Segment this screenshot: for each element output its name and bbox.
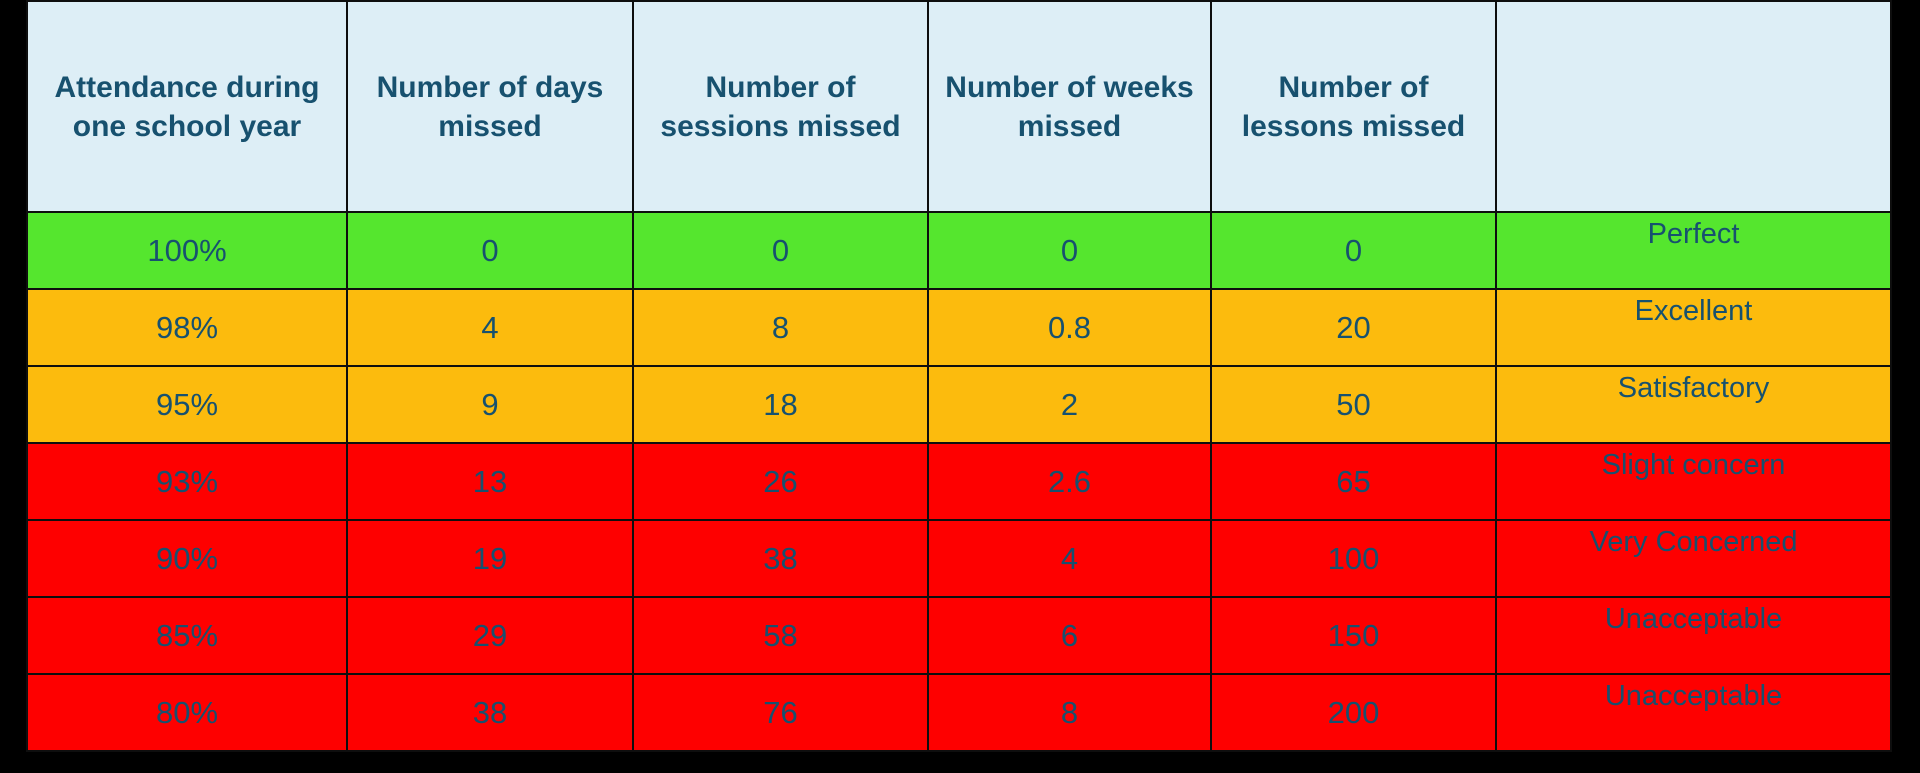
cell-attendance-percent: 80% (26, 673, 348, 752)
header-row: Attendance during one school year Number … (26, 0, 1892, 213)
table-row: 93% 13 26 2.6 65 Slight concern (26, 442, 1892, 521)
cell-attendance-percent: 95% (26, 365, 348, 444)
cell-rating-label: Unacceptable (1495, 596, 1892, 675)
column-header-2: Number of days missed (346, 0, 634, 213)
cell-sessions-missed: 38 (632, 519, 929, 598)
cell-weeks-missed: 0 (927, 211, 1212, 290)
cell-days-missed: 0 (346, 211, 634, 290)
cell-lessons-missed: 150 (1210, 596, 1497, 675)
cell-sessions-missed: 8 (632, 288, 929, 367)
cell-rating-label: Slight concern (1495, 442, 1892, 521)
cell-sessions-missed: 76 (632, 673, 929, 752)
cell-lessons-missed: 0 (1210, 211, 1497, 290)
cell-weeks-missed: 6 (927, 596, 1212, 675)
cell-weeks-missed: 2 (927, 365, 1212, 444)
cell-days-missed: 38 (346, 673, 634, 752)
cell-sessions-missed: 26 (632, 442, 929, 521)
table-row: 90% 19 38 4 100 Very Concerned (26, 519, 1892, 598)
table-row: 85% 29 58 6 150 Unacceptable (26, 596, 1892, 675)
cell-rating-label: Satisfactory (1495, 365, 1892, 444)
column-header-4: Number of weeks missed (927, 0, 1212, 213)
cell-attendance-percent: 100% (26, 211, 348, 290)
table-row: 98% 4 8 0.8 20 Excellent (26, 288, 1892, 367)
table-body: 100% 0 0 0 0 Perfect 98% 4 8 0.8 20 Excellent 95% 9 18… (26, 211, 1892, 752)
cell-weeks-missed: 2.6 (927, 442, 1212, 521)
cell-attendance-percent: 90% (26, 519, 348, 598)
cell-weeks-missed: 4 (927, 519, 1212, 598)
column-header-3: Number of sessions missed (632, 0, 929, 213)
cell-lessons-missed: 100 (1210, 519, 1497, 598)
cell-days-missed: 29 (346, 596, 634, 675)
cell-days-missed: 9 (346, 365, 634, 444)
table-row: 95% 9 18 2 50 Satisfactory (26, 365, 1892, 444)
column-header-5: Number of lessons missed (1210, 0, 1497, 213)
cell-sessions-missed: 0 (632, 211, 929, 290)
cell-sessions-missed: 58 (632, 596, 929, 675)
cell-rating-label: Unacceptable (1495, 673, 1892, 752)
cell-lessons-missed: 65 (1210, 442, 1497, 521)
table-row: 80% 38 76 8 200 Unacceptable (26, 673, 1892, 752)
table-header: Attendance during one school year Number … (26, 0, 1892, 213)
cell-days-missed: 19 (346, 519, 634, 598)
cell-days-missed: 13 (346, 442, 634, 521)
column-header-1: Attendance during one school year (26, 0, 348, 213)
cell-attendance-percent: 85% (26, 596, 348, 675)
table-row: 100% 0 0 0 0 Perfect (26, 211, 1892, 290)
cell-lessons-missed: 200 (1210, 673, 1497, 752)
cell-rating-label: Perfect (1495, 211, 1892, 290)
column-header-6 (1495, 0, 1892, 213)
cell-rating-label: Very Concerned (1495, 519, 1892, 598)
cell-attendance-percent: 98% (26, 288, 348, 367)
attendance-thresholds-table: Attendance during one school year Number … (26, 0, 1892, 752)
cell-weeks-missed: 0.8 (927, 288, 1212, 367)
cell-lessons-missed: 20 (1210, 288, 1497, 367)
cell-lessons-missed: 50 (1210, 365, 1497, 444)
cell-days-missed: 4 (346, 288, 634, 367)
cell-sessions-missed: 18 (632, 365, 929, 444)
cell-rating-label: Excellent (1495, 288, 1892, 367)
cell-attendance-percent: 93% (26, 442, 348, 521)
cell-weeks-missed: 8 (927, 673, 1212, 752)
